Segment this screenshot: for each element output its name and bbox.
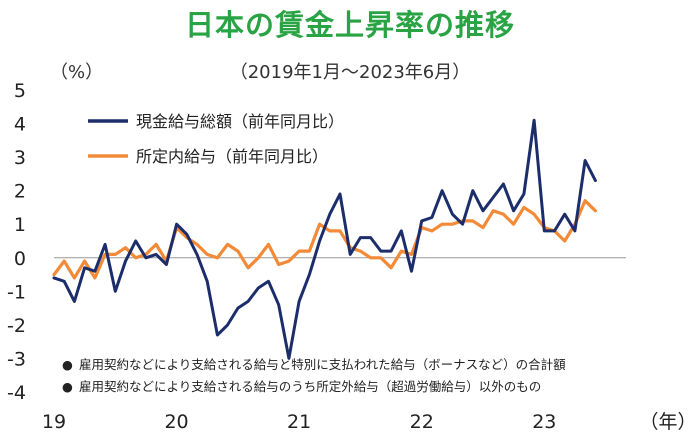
note-marker: ● <box>62 379 73 394</box>
x-tick-label: 23 <box>532 411 556 433</box>
x-tick-label: 19 <box>42 411 66 433</box>
chart-title: 日本の賃金上昇率の推移 <box>184 8 515 42</box>
x-tick-label: 22 <box>410 411 434 433</box>
y-tick-label: 2 <box>14 181 26 203</box>
y-tick-label: -3 <box>7 348 26 370</box>
y-tick-label: -1 <box>7 281 26 303</box>
y-tick-label: -2 <box>7 315 26 337</box>
y-tick-label: 3 <box>14 147 26 169</box>
legend-label: 現金給与総額（前年同月比） <box>136 112 344 131</box>
y-axis-unit-label: （%） <box>50 62 104 83</box>
x-axis-unit-label: （年） <box>639 411 696 433</box>
y-tick-label: 5 <box>14 80 26 102</box>
chart-subtitle: （2019年1月～2023年6月） <box>229 62 471 83</box>
series-definition-note: 雇用契約などにより支給される給与のうち所定外給与（超過労働給与）以外のもの <box>79 379 541 394</box>
y-tick-label: 1 <box>14 214 26 236</box>
x-tick-label: 20 <box>164 411 188 433</box>
note-marker: ● <box>62 357 73 372</box>
y-tick-label: -4 <box>7 382 26 404</box>
x-tick-label: 21 <box>287 411 311 433</box>
y-tick-label: 4 <box>14 114 26 136</box>
series-line-total-wages <box>52 118 597 360</box>
series-line-scheduled-wages <box>52 199 598 280</box>
series-definition-note: 雇用契約などにより支給される給与と特別に支払われた給与（ボーナスなど）の合計額 <box>79 357 566 372</box>
y-tick-label: 0 <box>14 248 26 270</box>
legend-label: 所定内給与（前年同月比） <box>136 147 328 166</box>
